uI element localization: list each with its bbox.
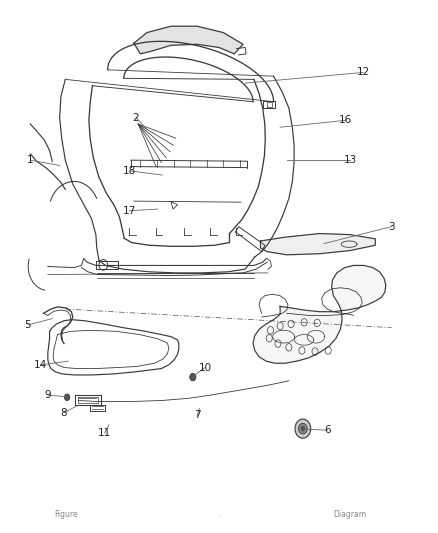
Text: 14: 14 — [34, 360, 47, 370]
Circle shape — [295, 419, 311, 438]
Text: 12: 12 — [357, 68, 370, 77]
Text: 7: 7 — [194, 410, 201, 421]
Circle shape — [301, 426, 304, 431]
Circle shape — [298, 423, 307, 434]
Text: 5: 5 — [25, 320, 31, 330]
Polygon shape — [261, 233, 375, 255]
Text: 11: 11 — [98, 428, 111, 438]
Text: 2: 2 — [133, 112, 139, 123]
Polygon shape — [253, 265, 386, 364]
Text: Figure: Figure — [54, 510, 78, 519]
Text: 9: 9 — [45, 390, 51, 400]
Text: 6: 6 — [324, 425, 331, 435]
Text: 3: 3 — [388, 222, 395, 232]
Text: 16: 16 — [339, 115, 352, 125]
Text: 18: 18 — [123, 166, 136, 176]
Text: 10: 10 — [198, 362, 212, 373]
Text: Diagram: Diagram — [333, 510, 367, 519]
Text: .: . — [218, 510, 220, 519]
Circle shape — [64, 394, 70, 400]
Text: 17: 17 — [123, 206, 136, 216]
Text: 8: 8 — [61, 408, 67, 418]
Circle shape — [190, 373, 196, 381]
Text: 13: 13 — [343, 155, 357, 165]
Text: 1: 1 — [27, 155, 34, 165]
Polygon shape — [134, 26, 243, 54]
